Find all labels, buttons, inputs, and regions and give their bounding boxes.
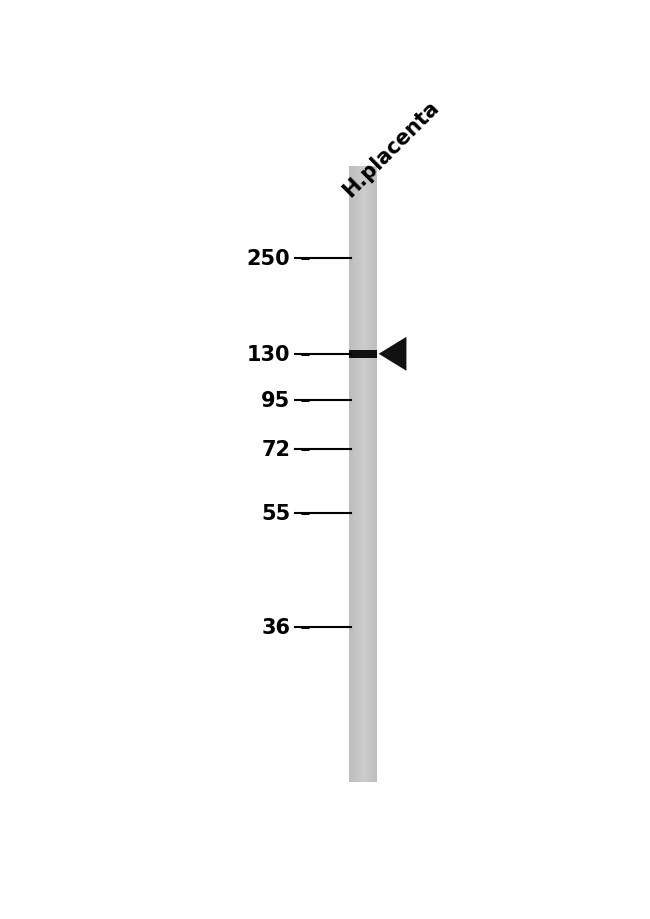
Text: –: – [292,504,311,524]
Text: –: – [292,440,311,460]
Text: H.placenta: H.placenta [339,97,443,201]
Text: 250: 250 [247,249,291,269]
Text: 36: 36 [261,617,291,637]
Text: 130: 130 [247,345,291,365]
Bar [350,350,377,358]
Polygon shape [379,337,406,371]
Text: –: – [292,345,311,365]
Text: 55: 55 [261,504,291,524]
Text: –: – [292,391,311,411]
Text: 72: 72 [261,440,291,460]
Text: 95: 95 [261,391,291,411]
Text: –: – [292,249,311,269]
Text: –: – [292,617,311,637]
